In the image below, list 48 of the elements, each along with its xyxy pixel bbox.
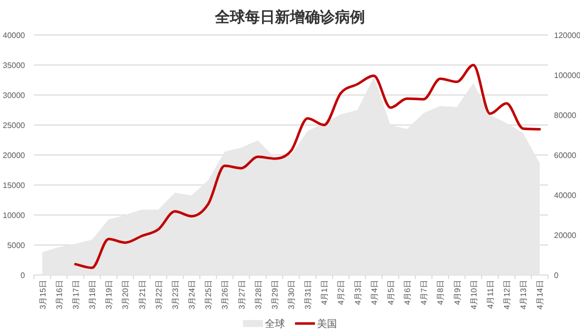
y2-tick-label: 20000 [554,231,577,240]
x-tick-label: 4月2日 [336,280,346,305]
x-tick-label: 3月25日 [204,280,214,310]
x-tick-label: 4月6日 [403,280,412,305]
y-tick-label: 0 [20,271,26,280]
y2-tick-label: 0 [554,271,559,280]
x-tick-label: 3月26日 [220,280,230,310]
x-tick-label: 3月29日 [270,280,280,310]
y-tick-label: 40000 [2,31,26,40]
legend-label: 全球 [265,318,285,330]
x-tick-label: 4月4日 [370,280,379,305]
x-tick-label: 4月3日 [353,280,362,305]
y-tick-label: 20000 [2,151,26,160]
x-tick-label: 4月12日 [502,280,512,310]
x-tick-label: 3月15日 [38,280,48,310]
x-tick-label: 4月5日 [386,280,396,305]
y-tick-label: 5000 [7,241,26,250]
x-tick-label: 3月22日 [154,280,164,310]
x-tick-label: 3月30日 [287,280,296,310]
x-tick-label: 3月20日 [121,280,130,310]
x-tick-label: 4月14日 [536,280,545,310]
y2-tick-label: 40000 [554,191,577,200]
y-tick-label: 30000 [2,91,26,100]
legend-label: 美国 [317,318,337,330]
y-tick-label: 10000 [2,211,26,220]
x-tick-label: 3月17日 [71,280,80,310]
x-tick-label: 3月24日 [188,280,197,310]
y-tick-label: 35000 [2,61,26,70]
x-tick-label: 3月19日 [104,280,114,310]
x-tick-label: 3月18日 [88,280,98,310]
x-tick-label: 4月9日 [452,280,462,305]
y2-tick-label: 80000 [554,111,577,120]
y2-tick-label: 60000 [554,151,577,160]
x-tick-label: 3月16日 [54,280,64,310]
x-tick-label: 4月1日 [320,280,330,305]
chart-title: 全球每日新增确诊病例 [214,8,365,26]
y-tick-label: 15000 [2,181,26,190]
x-tick-label: 4月13日 [519,280,528,310]
x-tick-label: 3月27日 [237,280,246,310]
x-tick-label: 3月31日 [304,280,313,310]
x-tick-label: 4月7日 [420,280,429,305]
x-tick-label: 4月8日 [436,280,446,305]
x-tick-label: 4月11日 [486,280,495,309]
x-tick-label: 3月23日 [170,280,180,310]
x-tick-label: 3月28日 [254,280,263,310]
x-tick-label: 3月21日 [138,280,147,310]
y-tick-label: 25000 [2,121,26,130]
x-tick-label: 4月10日 [469,280,478,310]
